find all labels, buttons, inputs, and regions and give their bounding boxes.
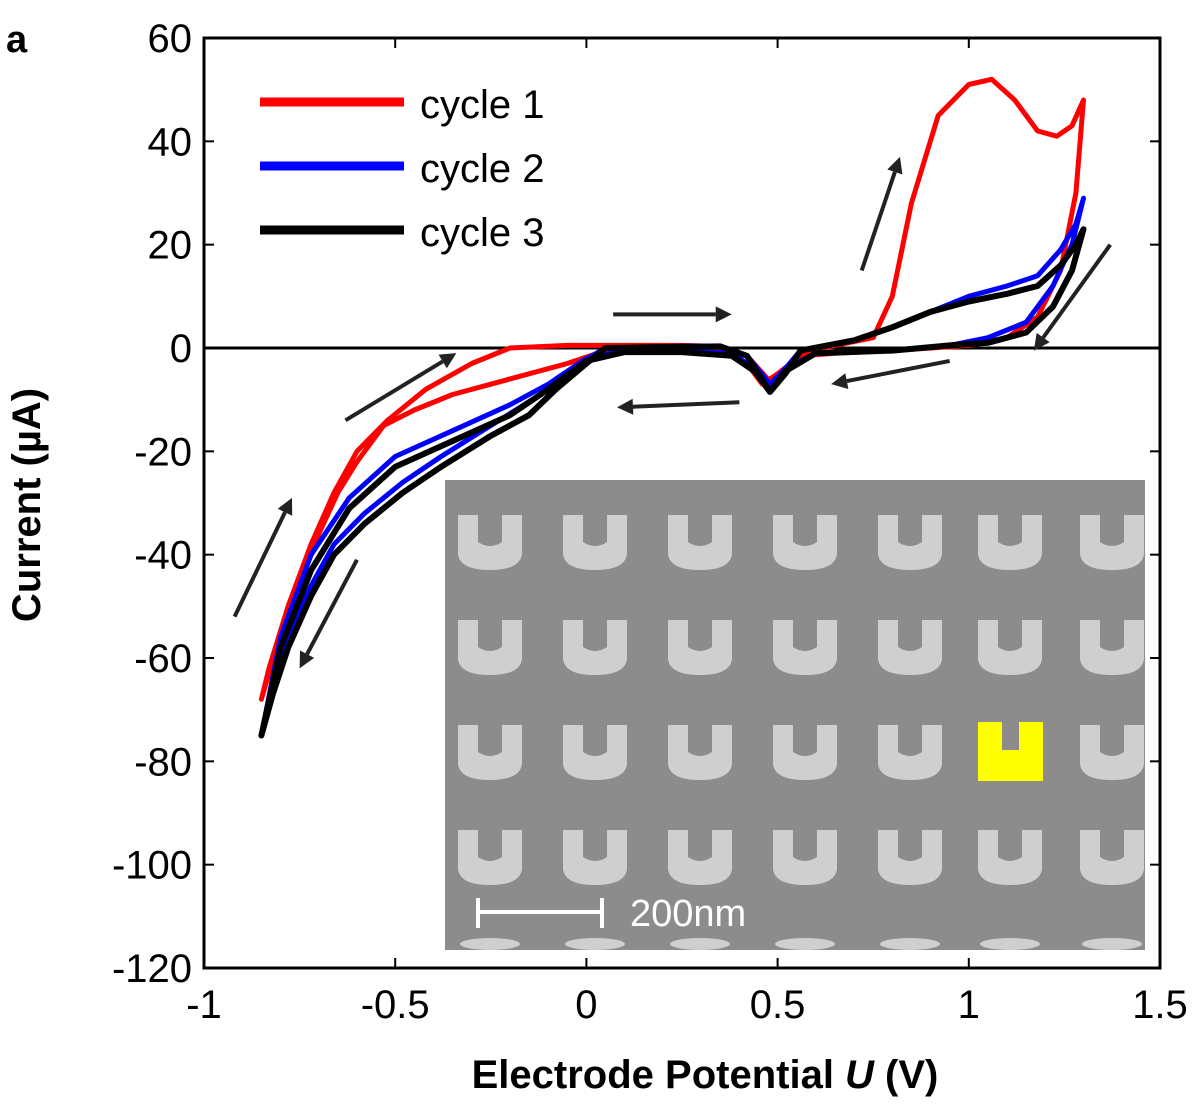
highlighted-particle bbox=[978, 722, 1043, 781]
x-axis-title-prefix: Electrode Potential bbox=[472, 1053, 845, 1097]
sem-particle bbox=[563, 620, 627, 675]
sem-particle bbox=[878, 515, 942, 570]
sem-particle bbox=[978, 830, 1042, 885]
x-tick-label: 0.5 bbox=[750, 983, 806, 1027]
x-tick-label: 0 bbox=[575, 983, 597, 1027]
sem-particle bbox=[773, 515, 837, 570]
sem-particle-partial bbox=[565, 938, 625, 950]
scale-bar: 200nm bbox=[476, 893, 746, 935]
x-tick-label: -0.5 bbox=[361, 983, 430, 1027]
y-tick-label: 40 bbox=[148, 120, 193, 164]
y-tick-label: -120 bbox=[112, 947, 192, 991]
highlight-u-shape bbox=[978, 722, 1043, 781]
sem-particle bbox=[773, 725, 837, 780]
sem-particle bbox=[458, 725, 522, 780]
sem-particle bbox=[563, 515, 627, 570]
x-tick-label: -1 bbox=[186, 983, 222, 1027]
sem-particle bbox=[878, 725, 942, 780]
direction-arrow-head bbox=[831, 373, 849, 389]
sem-particle bbox=[668, 725, 732, 780]
sem-particle bbox=[878, 830, 942, 885]
sem-particle bbox=[563, 725, 627, 780]
direction-arrow-head bbox=[438, 353, 457, 369]
sem-particle-partial bbox=[775, 938, 835, 950]
direction-arrow-head bbox=[1033, 332, 1050, 351]
sem-particle-partial bbox=[880, 938, 940, 950]
y-tick-label: 0 bbox=[170, 327, 192, 371]
y-tick-label: -100 bbox=[112, 844, 192, 888]
direction-arrow-shaft bbox=[305, 558, 359, 656]
y-tick-label: -40 bbox=[134, 534, 192, 578]
sem-particle bbox=[978, 620, 1042, 675]
sem-particle bbox=[458, 620, 522, 675]
direction-arrow-head bbox=[715, 306, 732, 323]
sem-particle bbox=[668, 620, 732, 675]
sem-particle bbox=[978, 515, 1042, 570]
sem-particle bbox=[773, 620, 837, 675]
direction-arrow-head bbox=[299, 650, 315, 669]
sem-particle bbox=[878, 620, 942, 675]
direction-arrow-head bbox=[277, 497, 293, 516]
x-axis-ticks: -1 -0.5 0 0.5 1 1.5 bbox=[186, 38, 1188, 1027]
direction-arrow-shaft bbox=[846, 358, 951, 384]
sem-particle bbox=[668, 515, 732, 570]
y-tick-label: 20 bbox=[148, 224, 193, 268]
x-axis-title: Electrode Potential U (V) bbox=[472, 1053, 939, 1097]
legend-label-cycle-2: cycle 2 bbox=[420, 147, 545, 191]
sem-particle-partial bbox=[980, 938, 1040, 950]
y-axis-title: Current (µA) bbox=[5, 388, 49, 622]
sem-particle-partial bbox=[460, 938, 520, 950]
direction-arrow-shaft bbox=[859, 171, 897, 272]
direction-arrow-shaft bbox=[232, 511, 287, 618]
y-axis-ticks: 60 40 20 0 -20 -40 -60 -80 -100 -120 bbox=[112, 17, 1160, 991]
x-axis-title-unit: (V) bbox=[874, 1053, 938, 1097]
sem-particle bbox=[563, 830, 627, 885]
direction-arrow-head bbox=[887, 156, 903, 175]
legend: cycle 1 cycle 2 cycle 3 bbox=[260, 83, 545, 255]
y-tick-label: -80 bbox=[134, 740, 192, 784]
sem-particle bbox=[1080, 725, 1144, 780]
sem-particle bbox=[458, 830, 522, 885]
sem-particle bbox=[1080, 830, 1144, 885]
series-layer bbox=[258, 76, 1087, 739]
sem-particle-partial bbox=[670, 938, 730, 950]
sem-particle bbox=[773, 830, 837, 885]
sem-particle bbox=[1080, 515, 1144, 570]
sem-particle-grid bbox=[458, 515, 1144, 950]
legend-label-cycle-1: cycle 1 bbox=[420, 83, 545, 127]
direction-arrow-shaft bbox=[344, 359, 444, 423]
sem-particle bbox=[1080, 620, 1144, 675]
x-tick-label: 1 bbox=[958, 983, 980, 1027]
x-tick-label: 1.5 bbox=[1132, 983, 1188, 1027]
panel-label: a bbox=[6, 19, 28, 61]
y-tick-label: -60 bbox=[134, 637, 192, 681]
direction-arrow-shaft bbox=[1041, 243, 1112, 339]
sem-inset: 200nm bbox=[445, 480, 1145, 950]
series-line-cycle-3 bbox=[258, 226, 1087, 739]
y-tick-label: -20 bbox=[134, 430, 192, 474]
direction-arrow-shaft bbox=[632, 400, 740, 409]
direction-arrow-head bbox=[616, 398, 634, 415]
plot-frame bbox=[202, 36, 1162, 970]
scale-bar-label: 200nm bbox=[630, 893, 746, 935]
legend-label-cycle-3: cycle 3 bbox=[420, 211, 545, 255]
sem-particle-partial bbox=[1082, 938, 1142, 950]
y-tick-label: 60 bbox=[148, 17, 193, 61]
direction-arrows bbox=[232, 156, 1112, 669]
sem-particle bbox=[668, 830, 732, 885]
sem-particle bbox=[458, 515, 522, 570]
x-axis-title-variable: U bbox=[845, 1053, 875, 1097]
